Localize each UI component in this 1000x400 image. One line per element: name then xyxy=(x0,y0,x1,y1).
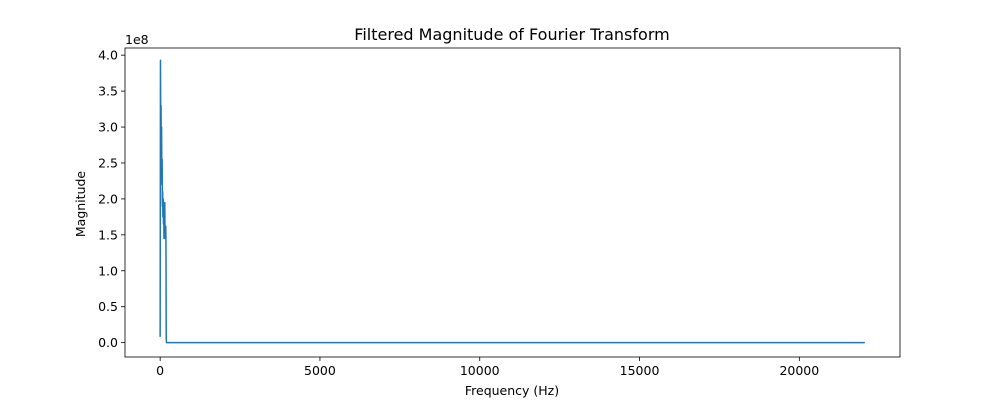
x-tick-label: 10000 xyxy=(460,363,500,378)
y-tick-label: 4.0 xyxy=(98,48,118,63)
y-tick-label: 2.0 xyxy=(98,191,118,206)
x-tick-label: 0 xyxy=(156,363,164,378)
y-tick-label: 1.5 xyxy=(98,227,118,242)
x-tick-label: 20000 xyxy=(779,363,819,378)
y-tick-label: 3.5 xyxy=(98,84,118,99)
x-tick-label: 15000 xyxy=(620,363,660,378)
axes-frame xyxy=(124,47,901,358)
x-tick-label: 5000 xyxy=(304,363,336,378)
y-axis-scale-label: 1e8 xyxy=(125,32,149,47)
y-tick-label: 0.0 xyxy=(98,335,118,350)
x-axis-label: Frequency (Hz) xyxy=(465,383,559,398)
y-tick-label: 2.5 xyxy=(98,155,118,170)
y-tick-label: 1.0 xyxy=(98,263,118,278)
y-tick-label: 3.0 xyxy=(98,120,118,135)
series-line-0 xyxy=(159,59,865,344)
y-axis-label: Magnitude xyxy=(73,171,88,238)
y-tick-label: 0.5 xyxy=(98,299,118,314)
plot-area: 0 5000 10000 15000 20000 0.0 0.5 1.0 1.5 2.0 2.5 3.… xyxy=(98,47,901,378)
chart-title: Filtered Magnitude of Fourier Transform xyxy=(354,25,669,44)
